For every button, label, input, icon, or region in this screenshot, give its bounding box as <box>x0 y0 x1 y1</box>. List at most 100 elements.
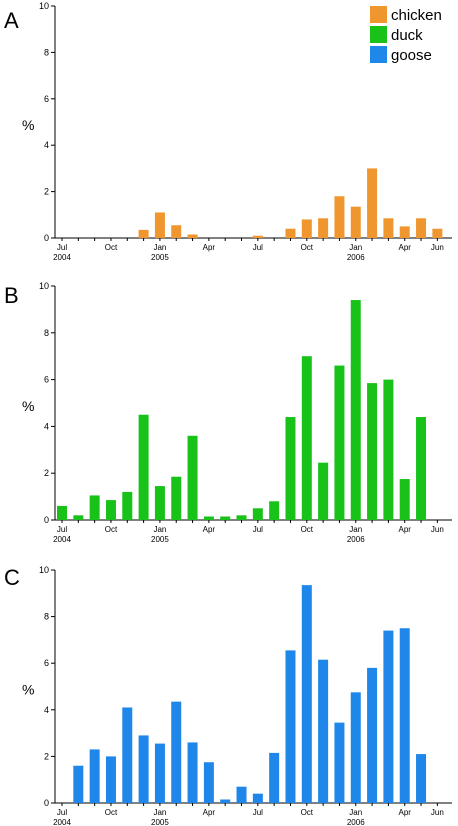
panel-c-x-tick-label: Apr <box>398 808 411 817</box>
panel-b-bar-duck <box>318 462 329 520</box>
panel-b-y-tick-label: 8 <box>44 328 49 338</box>
panel-b-bar-duck <box>203 516 214 520</box>
legend-label-duck: duck <box>391 27 423 44</box>
panel-c-bar-goose <box>171 701 182 803</box>
panel-b-bar-duck <box>252 508 263 520</box>
legend-swatch-chicken <box>370 6 387 23</box>
panel-b-bar-duck <box>269 501 280 520</box>
panel-a-y-axis-label: % <box>22 117 34 133</box>
panel-a-bar-chicken <box>138 229 149 238</box>
panel-a-x-tick-label: Jul <box>57 243 67 252</box>
panel-a-letter: A <box>4 8 19 33</box>
legend-swatch-goose <box>370 46 387 63</box>
panel-b-bar-duck <box>220 516 231 520</box>
panel-a-bar-chicken <box>285 228 296 238</box>
panel-a-bar-chicken <box>416 218 427 238</box>
panel-c-bar-goose <box>203 762 214 803</box>
panel-a-bar-chicken <box>334 196 345 238</box>
panel-a-x-tick-label: Apr <box>203 243 216 252</box>
panel-a-x-year-label: 2004 <box>53 253 71 262</box>
panel-c-x-tick-label: Jan <box>153 808 166 817</box>
panel-a-x-tick-label: Jan <box>153 243 166 252</box>
panel-a-bar-chicken <box>154 212 165 238</box>
panel-b-bar-duck <box>122 491 133 520</box>
panel-c-x-tick-label: Jun <box>431 808 444 817</box>
panel-c-x-year-label: 2005 <box>151 818 169 826</box>
panel-b-bar-duck <box>187 435 198 520</box>
panel-b-x-year-label: 2006 <box>347 535 365 544</box>
panel-c-bar-goose <box>220 799 231 803</box>
panel-a-bar-chicken <box>171 225 182 238</box>
panel-a-bar-chicken <box>301 219 312 238</box>
panel-c-x-year-label: 2004 <box>53 818 71 826</box>
panel-b-bar-duck <box>350 300 361 520</box>
panel-c-bar-goose <box>367 667 378 803</box>
panel-b-y-axis-label: % <box>22 398 34 414</box>
panel-b-x-tick-label: Jan <box>349 525 362 534</box>
panel-b-x-tick-label: Apr <box>203 525 216 534</box>
panel-a-bar-chicken <box>252 235 263 238</box>
panel-b-bar-duck <box>334 365 345 520</box>
panel-b-bar-duck <box>57 505 67 520</box>
panel-c-bar-goose <box>301 585 312 803</box>
panel-c-bar-goose <box>350 692 361 803</box>
panel-c-bar-goose <box>269 752 280 803</box>
panel-c-bar-goose <box>154 743 165 803</box>
panel-a-y-tick-label: 8 <box>44 47 49 57</box>
panel-b-bar-duck <box>285 417 296 520</box>
panel-c-x-year-label: 2006 <box>347 818 365 826</box>
panel-b-bar-duck <box>416 417 427 520</box>
panel-c-bar-goose <box>73 765 84 803</box>
panel-c-bar-goose <box>252 793 263 803</box>
panel-c-y-tick-label: 0 <box>44 798 49 808</box>
panel-b-x-year-label: 2005 <box>151 535 169 544</box>
panel-c-x-tick-label: Oct <box>301 808 314 817</box>
legend-label-chicken: chicken <box>391 7 442 24</box>
panel-a-y-tick-label: 2 <box>44 187 49 197</box>
panel-a-bar-chicken <box>187 234 198 238</box>
legend-label-goose: goose <box>391 47 432 64</box>
panel-b-bar-duck <box>154 486 165 520</box>
panel-b-bar-duck <box>301 356 312 520</box>
panel-c-x-tick-label: Apr <box>203 808 216 817</box>
panel-b-x-tick-label: Oct <box>105 525 118 534</box>
panel-b-y-tick-label: 2 <box>44 468 49 478</box>
panel-a-bar-chicken <box>350 206 361 238</box>
panel-c-x-tick-label: Oct <box>105 808 118 817</box>
panel-c-y-tick-label: 4 <box>44 705 49 715</box>
panel-c-y-tick-label: 8 <box>44 612 49 622</box>
panel-b-bar-duck <box>367 383 378 520</box>
panel-a-x-year-label: 2006 <box>347 253 365 262</box>
legend: chicken duck goose <box>370 6 442 64</box>
panel-b-x-tick-label: Oct <box>301 525 314 534</box>
panel-b-bar-duck <box>89 495 100 520</box>
panel-a-y-tick-label: 6 <box>44 94 49 104</box>
panel-b-x-tick-label: Jan <box>153 525 166 534</box>
panel-c-bar-goose <box>105 756 116 803</box>
panel-a-x-tick-label: Jan <box>349 243 362 252</box>
panel-b-x-tick-label: Jul <box>57 525 67 534</box>
panel-a-x-tick-label: Jul <box>253 243 263 252</box>
panel-b-y-tick-label: 6 <box>44 375 49 385</box>
panel-c-x-tick-label: Jan <box>349 808 362 817</box>
panel-a-y-tick-label: 4 <box>44 140 49 150</box>
panel-c-bar-goose <box>416 754 427 803</box>
panel-c-bar-goose <box>236 786 247 803</box>
panel-c-bar-goose <box>285 650 296 803</box>
panel-b-bar-duck <box>236 515 247 520</box>
panel-a-bar-chicken <box>432 228 443 238</box>
panel-a-x-tick-label: Oct <box>301 243 314 252</box>
panel-c-y-axis-label: % <box>22 682 34 698</box>
panel-b-bar-duck <box>105 500 116 520</box>
panel-b-y-tick-label: 10 <box>39 281 49 291</box>
panel-b-x-year-label: 2004 <box>53 535 71 544</box>
panel-a-x-tick-label: Apr <box>398 243 411 252</box>
panel-a-bar-chicken <box>318 218 329 238</box>
panel-b-x-tick-label: Jul <box>253 525 263 534</box>
panel-a-bar-chicken <box>399 226 410 238</box>
panel-a-x-tick-label: Oct <box>105 243 118 252</box>
panel-a-bar-chicken <box>367 168 378 238</box>
